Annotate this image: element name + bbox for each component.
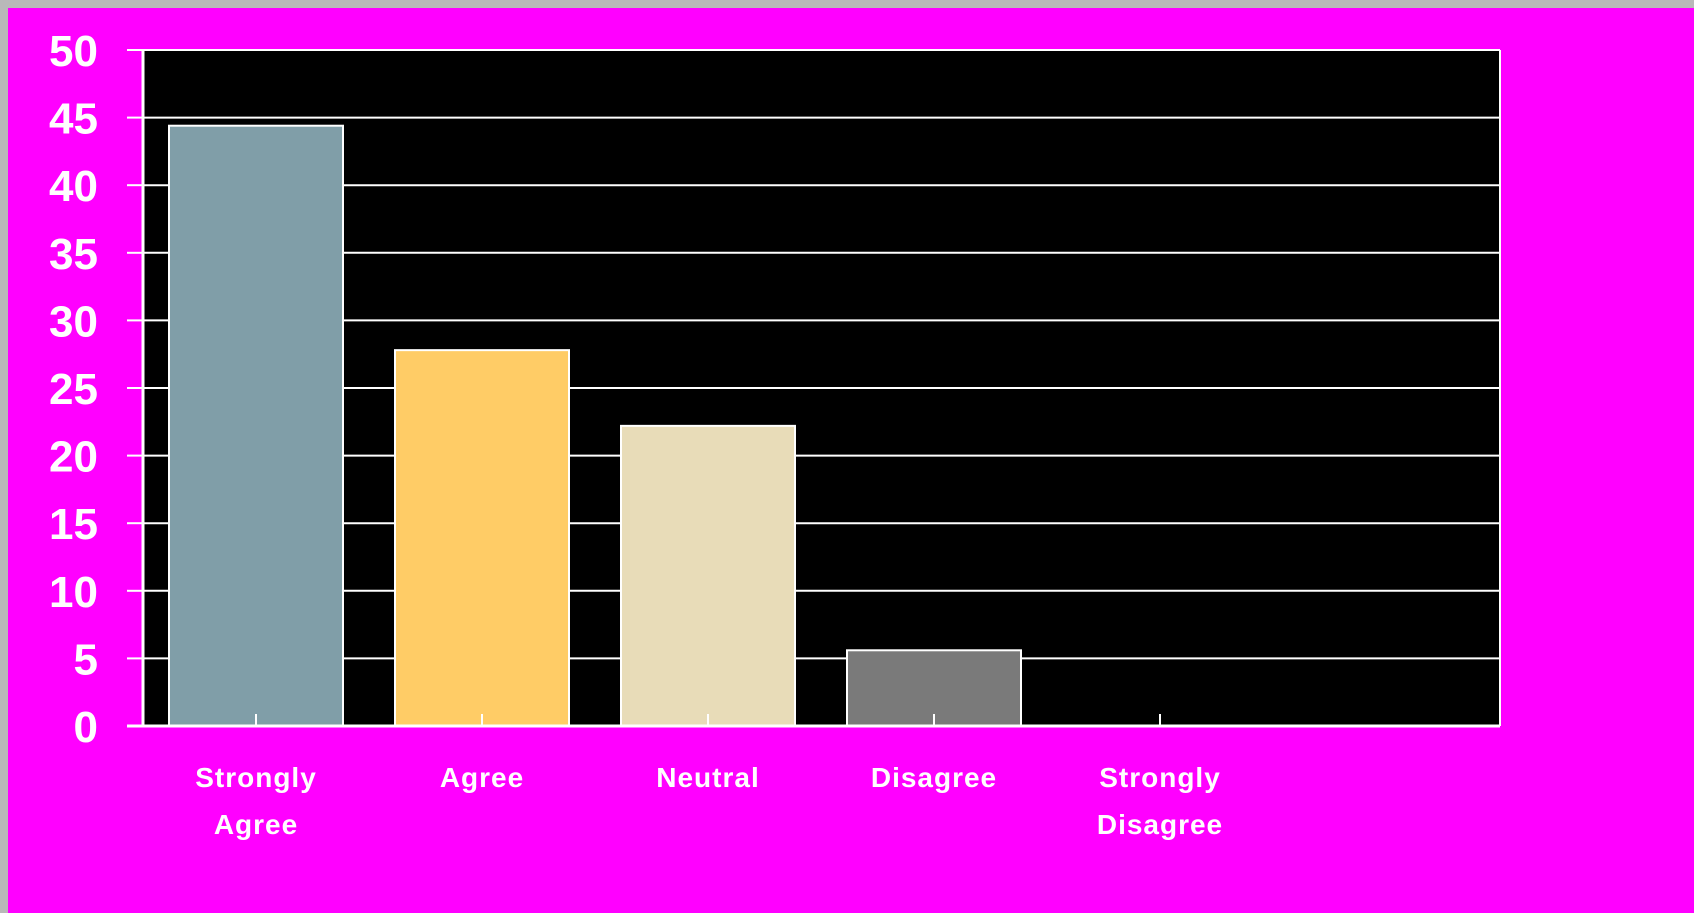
y-axis-tick-labels: 0 5 10 15 20 25 30 35 40 45 50 [49,27,98,752]
x-tick-label-line: Neutral [656,762,759,793]
y-tick-label: 5 [74,635,98,684]
bars [168,124,1022,728]
bar [620,424,796,727]
gridlines [143,49,1500,660]
y-tick-label: 35 [49,230,98,279]
y-tick-label: 20 [49,433,98,482]
bar [394,349,570,727]
bar [846,649,1022,728]
y-tick-label: 15 [49,500,98,549]
x-tick-label: Disagree [871,762,997,793]
x-tick-label-line: Agree [214,809,298,840]
y-tick-label: 45 [49,95,98,144]
bar [168,124,344,728]
x-tick-label: Strongly Disagree [1097,762,1223,840]
x-tick-label: Neutral [656,762,759,793]
y-tick-label: 0 [74,703,98,752]
x-tick-label-line: Strongly [1099,762,1221,793]
y-tick-label: 50 [49,27,98,76]
x-tick-label-line: Strongly [195,762,317,793]
y-tick-label: 25 [49,365,98,414]
y-tick-label: 30 [49,297,98,346]
y-tick-label: 40 [49,162,98,211]
x-tick-label-line: Disagree [1097,809,1223,840]
x-tick-label-line: Disagree [871,762,997,793]
x-tick-label: Agree [440,762,524,793]
y-tick-label: 10 [49,568,98,617]
x-tick-label-line: Agree [440,762,524,793]
x-tick-label: Strongly Agree [195,762,317,840]
axes [127,49,1501,728]
